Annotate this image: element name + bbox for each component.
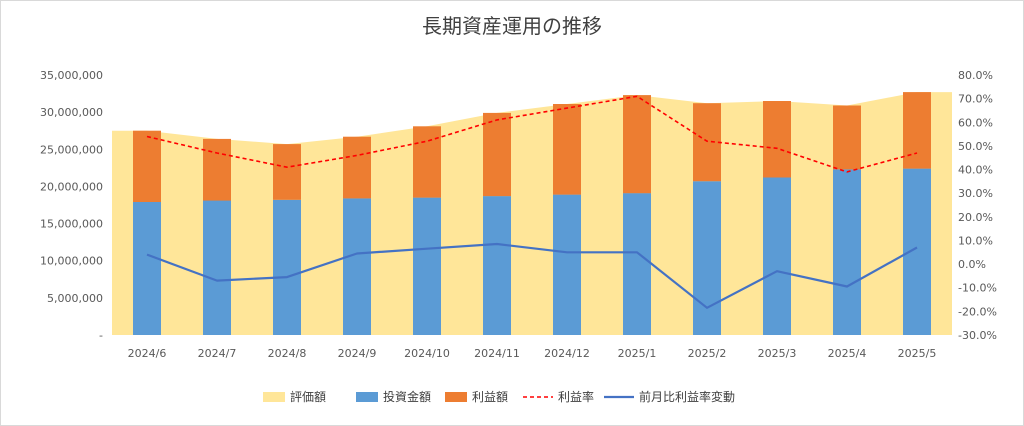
right-axis-tick: 50.0%: [958, 140, 993, 153]
bar-investment-2: [273, 199, 301, 335]
area-layer: [112, 92, 952, 335]
right-axis-tick: 30.0%: [958, 187, 993, 200]
left-axis-tick: 20,000,000: [40, 180, 103, 193]
bar-profit-7: [623, 95, 651, 194]
left-axis-tick: 10,000,000: [40, 255, 103, 268]
bar-profit-2: [273, 144, 301, 200]
bar-investment-3: [343, 198, 371, 335]
left-axis-tick: 30,000,000: [40, 106, 103, 119]
legend-swatch: [356, 392, 378, 402]
bar-investment-8: [693, 181, 721, 335]
bar-profit-9: [763, 101, 791, 178]
x-axis-tick: 2024/11: [474, 347, 520, 360]
bar-investment-0: [133, 202, 161, 335]
left-axis-tick: 35,000,000: [40, 69, 103, 82]
right-axis-tick: 80.0%: [958, 69, 993, 82]
bar-profit-0: [133, 130, 161, 202]
legend-label: 利益率: [558, 389, 594, 404]
right-axis-tick: 20.0%: [958, 211, 993, 224]
bar-investment-7: [623, 193, 651, 335]
x-axis-tick: 2025/2: [688, 347, 727, 360]
right-axis-tick: 70.0%: [958, 93, 993, 106]
legend-label: 利益額: [472, 390, 508, 404]
legend: 評価額 投資金額 利益額 利益率 前月比利益率変動: [263, 389, 735, 404]
x-axis-tick: 2024/9: [338, 347, 377, 360]
x-axis-tick: 2024/8: [268, 347, 307, 360]
bar-profit-10: [833, 105, 861, 170]
bar-investment-1: [203, 200, 231, 335]
left-axis-tick: 15,000,000: [40, 218, 103, 231]
bar-profit-3: [343, 136, 371, 199]
bar-layer: [133, 92, 931, 335]
bar-profit-5: [483, 112, 511, 197]
x-axis-tick: 2025/4: [828, 347, 867, 360]
bar-profit-11: [903, 92, 931, 169]
x-axis-tick: 2025/3: [758, 347, 797, 360]
series-area-valuation: [112, 92, 952, 335]
right-axis-tick: -10.0%: [958, 282, 997, 295]
bar-investment-5: [483, 196, 511, 335]
line-layer: [146, 95, 918, 309]
axis-layer: - 5,000,000 10,000,000 15,000,000 20,000,000…: [40, 69, 997, 360]
right-axis-tick: -30.0%: [958, 329, 997, 342]
x-axis-tick: 2025/5: [898, 347, 937, 360]
right-axis-tick: 10.0%: [958, 235, 993, 248]
series-line-profit-rate: [146, 95, 918, 173]
bar-profit-8: [693, 103, 721, 182]
left-axis-tick: 25,000,000: [40, 143, 103, 156]
x-axis-tick: 2025/1: [618, 347, 657, 360]
right-axis-tick: 0.0%: [958, 258, 986, 271]
bar-investment-9: [763, 177, 791, 335]
left-axis-tick: -: [99, 329, 103, 342]
x-axis-tick: 2024/10: [404, 347, 450, 360]
x-axis-tick: 2024/7: [198, 347, 237, 360]
bar-investment-10: [833, 169, 861, 335]
right-axis-tick: 40.0%: [958, 164, 993, 177]
legend-label: 投資金額: [383, 389, 431, 404]
right-axis-tick: -20.0%: [958, 305, 997, 318]
bar-profit-1: [203, 138, 231, 201]
bar-profit-6: [553, 104, 581, 195]
left-axis-tick: 5,000,000: [47, 292, 103, 305]
legend-swatch: [445, 392, 467, 402]
legend-swatch: [263, 392, 285, 402]
x-axis-tick: 2024/6: [128, 347, 167, 360]
series-line-monthly-change: [146, 242, 918, 309]
bar-investment-6: [553, 194, 581, 335]
right-axis-tick: 60.0%: [958, 116, 993, 129]
legend-label: 評価額: [290, 389, 326, 404]
bar-profit-4: [413, 126, 441, 198]
chart-title: 長期資産運用の推移: [422, 14, 602, 38]
bar-investment-4: [413, 197, 441, 335]
x-axis-tick: 2024/12: [544, 347, 590, 360]
legend-label: 前月比利益率変動: [639, 389, 735, 404]
